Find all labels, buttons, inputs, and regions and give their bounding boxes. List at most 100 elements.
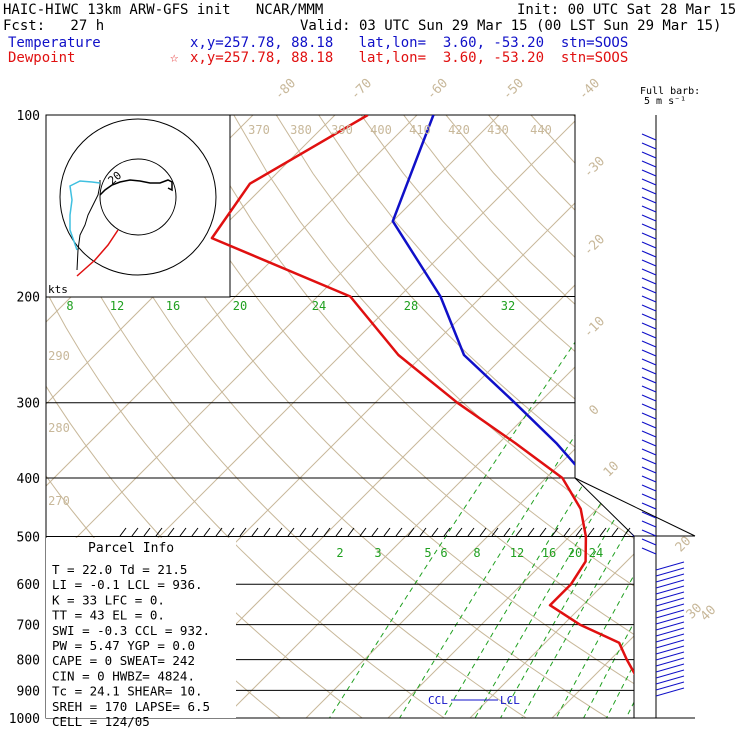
wind-barb [655, 579, 685, 589]
isotherm-label: -60 [424, 76, 451, 103]
wind-barb [641, 313, 657, 321]
wind-barb [641, 493, 657, 501]
wind-barb [655, 615, 685, 625]
wind-barb [641, 286, 657, 294]
dewpoint-profile [210, 115, 634, 718]
parcel-info-row: SWI = -0.3 CCL = 932. [52, 623, 210, 638]
wind-barb [641, 403, 657, 411]
parcel-info-row: CIN = 0 HWBZ= 4824. [52, 668, 195, 683]
isotherm-label: -80 [272, 76, 299, 103]
hatch-mark [287, 527, 295, 537]
wind-barb [641, 439, 657, 447]
hatch-mark [443, 527, 451, 537]
wind-barb [641, 151, 657, 159]
hodograph-ring [99, 158, 177, 236]
hatch-mark [155, 527, 163, 537]
pressure-label: 100 [17, 109, 40, 124]
mixing-ratio-label: 28 [404, 299, 418, 313]
hatch-mark [323, 527, 331, 537]
wind-barb [641, 268, 657, 276]
mixing-ratio-label: 16 [166, 299, 180, 313]
dry-adiabat-line [573, 115, 634, 718]
theta-label: 390 [331, 123, 353, 137]
wind-barb [641, 448, 657, 456]
pressure-label: 200 [17, 291, 40, 306]
wind-barb [655, 609, 685, 619]
wind-barb [641, 169, 657, 177]
hatch-mark [455, 527, 463, 537]
wind-barb [655, 633, 685, 643]
hatch-mark [119, 527, 127, 537]
mixing-ratio-label: 8 [473, 546, 480, 560]
hodograph-ring [59, 118, 217, 276]
hatch-mark [599, 527, 607, 537]
wind-barb [641, 304, 657, 312]
mixing-ratio-line [712, 221, 740, 731]
hatch-mark [491, 527, 499, 537]
parcel-info-row: LI = -0.1 LCL = 936. [52, 577, 203, 592]
hatch-mark [299, 527, 307, 537]
mixing-ratio-label: 24 [312, 299, 326, 313]
dry-adiabat-line [488, 115, 634, 718]
hodograph-trace [69, 180, 101, 251]
theta-label: 400 [370, 123, 392, 137]
theta-label: 410 [409, 123, 431, 137]
dry-adiabat-line [106, 115, 634, 718]
temperature-profile [391, 115, 634, 718]
wind-barb [641, 412, 657, 420]
isotherm-label: -50 [500, 76, 527, 103]
parcel-info-row: K = 33 LFC = 0. [52, 592, 165, 607]
parcel-info-box [46, 538, 236, 718]
wind-barb [655, 657, 685, 667]
wind-barb [641, 475, 657, 483]
pressure-label: 700 [17, 619, 40, 634]
theta-label: 270 [48, 494, 70, 508]
hatch-mark [143, 527, 151, 537]
wind-barb [655, 681, 685, 691]
mixing-ratio-line [637, 221, 740, 731]
hatch-mark [407, 527, 415, 537]
wind-barb [641, 511, 657, 519]
mixing-ratio-line [599, 220, 634, 718]
wind-barb [655, 687, 685, 697]
wind-barb [641, 457, 657, 465]
wind-barb [641, 529, 657, 537]
dry-adiabat-line [360, 115, 634, 718]
theta-label: 420 [448, 123, 470, 137]
wind-barb [641, 484, 657, 492]
hatch-mark [623, 527, 631, 537]
dry-adiabat-line [63, 115, 630, 718]
pressure-label: 900 [17, 684, 40, 699]
wind-barb [641, 142, 657, 150]
theta-label: 280 [48, 421, 70, 435]
theta-label: 290 [48, 349, 70, 363]
hatch-mark [227, 527, 235, 537]
isotherm-label: 40 [698, 603, 720, 625]
hatch-mark [335, 527, 343, 537]
isotherm-label: -20 [581, 232, 608, 259]
wind-barb [641, 187, 657, 195]
wind-barb [641, 502, 657, 510]
theta-label: 430 [487, 123, 509, 137]
isotherm-label: 0 [586, 402, 602, 418]
mixing-ratio-line [691, 221, 740, 731]
wind-barb [655, 645, 685, 655]
wind-barb [655, 591, 685, 601]
wind-barb [655, 585, 685, 595]
parcel-info-row: Tc = 24.1 SHEAR= 10. [52, 684, 203, 699]
isotherm-label: -40 [576, 76, 603, 103]
hatch-mark [527, 527, 535, 537]
model-title: HAIC-HIWC 13km ARW-GFS init NCAR/MMM [3, 2, 324, 18]
wind-barb [641, 349, 657, 357]
wind-barb [641, 430, 657, 438]
mixing-ratio-label: 6 [440, 546, 447, 560]
wind-barb [641, 250, 657, 258]
wind-barb [641, 520, 657, 528]
isotherm-label: -30 [581, 154, 608, 181]
mixing-ratio-line [667, 221, 740, 731]
mixing-ratio-line [619, 220, 634, 718]
hatch-mark [611, 527, 619, 537]
isotherm-line [46, 115, 500, 718]
hatch-mark [563, 527, 571, 537]
